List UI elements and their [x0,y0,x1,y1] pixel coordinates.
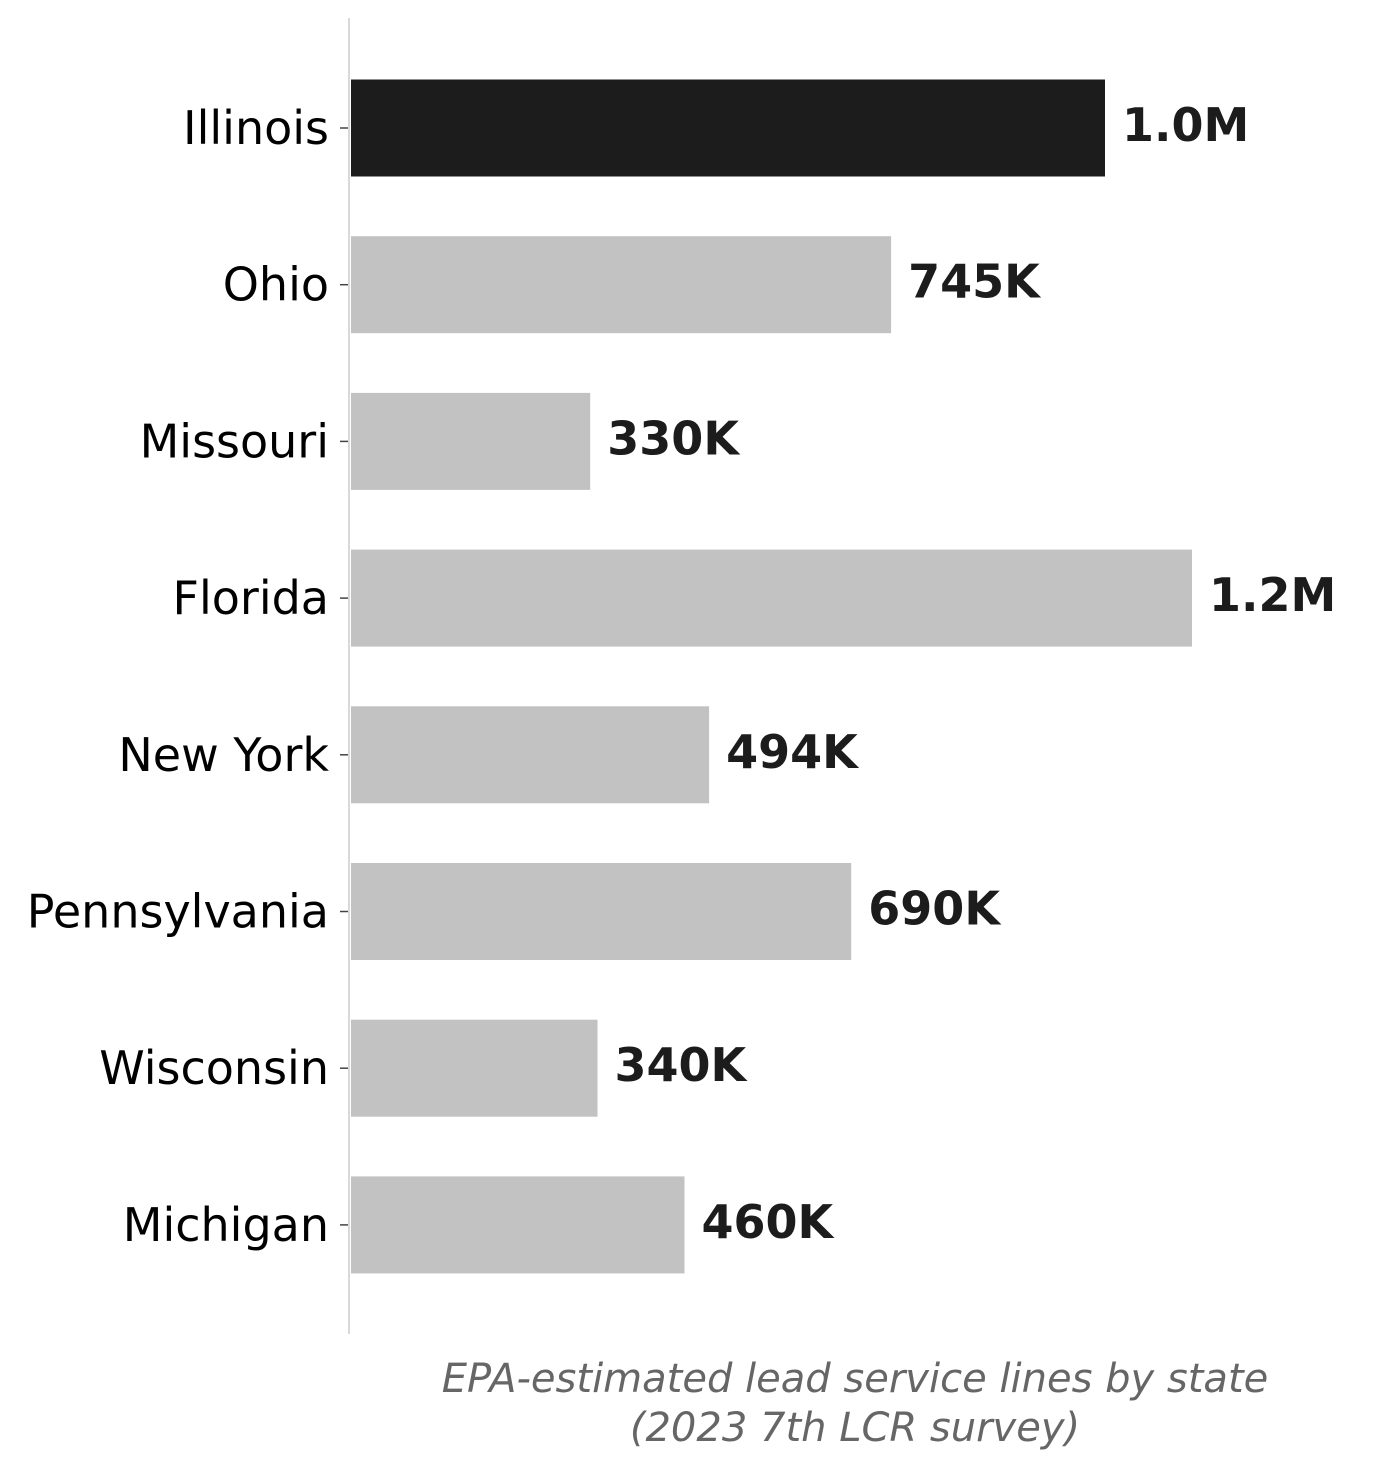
bar-wisconsin [351,1019,598,1117]
bar-pennsylvania [351,863,852,960]
bar-illinois [351,79,1105,177]
value-label-florida: 1.2M [1209,568,1336,622]
bar-missouri [351,392,591,490]
value-label-ohio: 745K [908,255,1042,309]
value-label-illinois: 1.0M [1122,98,1249,152]
category-label-michigan: Michigan [123,1198,329,1252]
category-label-pennsylvania: Pennsylvania [27,885,329,939]
bars-group: Illinois 1.0M Ohio 745K Missouri 330K Florida 1… [27,79,1336,1274]
bar-new-york [351,706,710,804]
category-label-missouri: Missouri [140,414,329,468]
value-label-wisconsin: 340K [615,1038,749,1092]
caption-line-1: EPA-estimated lead service lines by stat… [441,1356,1269,1402]
value-label-new-york: 494K [726,725,860,779]
value-label-michigan: 460K [702,1195,836,1249]
value-label-missouri: 330K [607,411,741,465]
category-label-illinois: Illinois [183,101,329,155]
caption-line-2: (2023 7th LCR survey) [629,1405,1081,1451]
bar-florida [351,549,1192,647]
category-label-florida: Florida [173,571,329,625]
bar-chart: Illinois 1.0M Ohio 745K Missouri 330K Florida 1… [27,18,1336,1334]
chart-caption: EPA-estimated lead service lines by stat… [330,1355,1380,1453]
bar-ohio [351,236,892,334]
bar-michigan [351,1176,685,1274]
category-label-wisconsin: Wisconsin [99,1041,329,1095]
category-label-ohio: Ohio [223,258,329,312]
value-label-pennsylvania: 690K [868,882,1002,936]
category-label-new-york: New York [118,728,329,782]
